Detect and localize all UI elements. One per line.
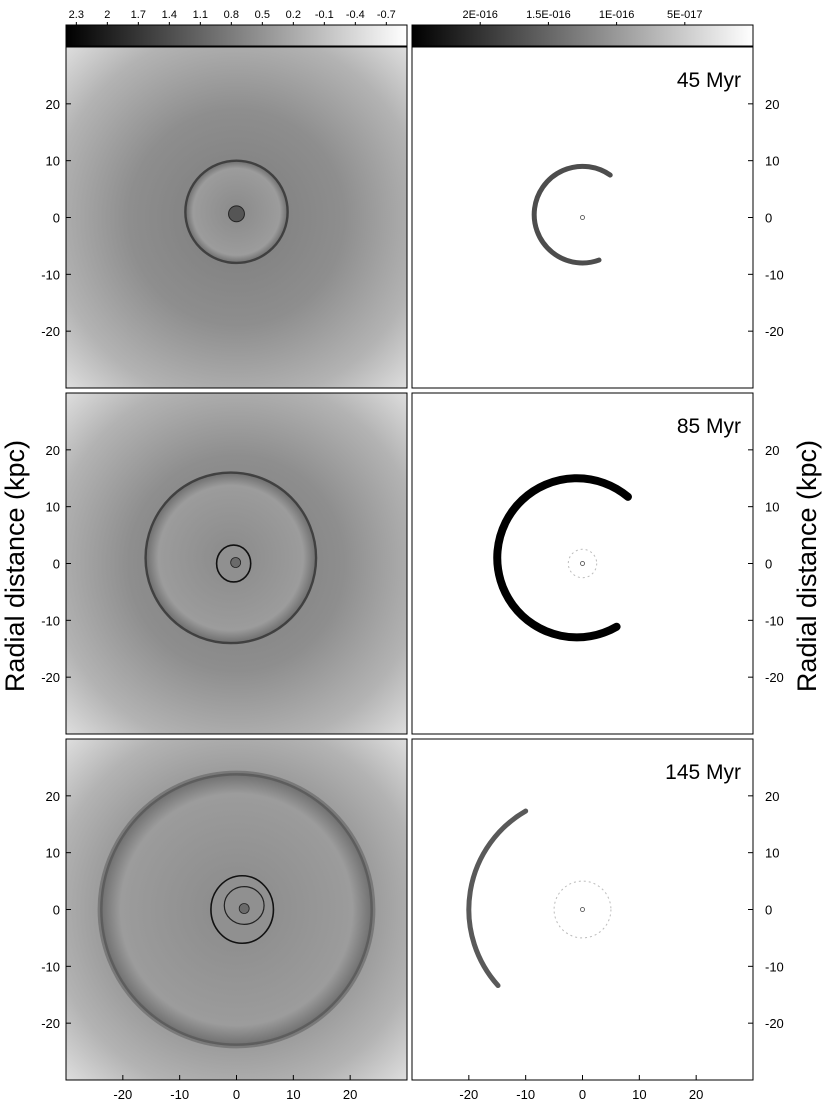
colorbar-tick-label: 2	[104, 9, 110, 21]
bubble-edge	[144, 471, 318, 645]
shell-arc	[493, 474, 632, 642]
y-tick-label-right: -20	[765, 324, 784, 339]
panel-right-0	[412, 47, 753, 388]
y-tick-label-left: 0	[53, 903, 60, 918]
x-tick-label: 10	[286, 1087, 300, 1102]
y-tick-label-right: 0	[765, 903, 772, 918]
y-tick-label-right: -10	[765, 959, 784, 974]
center-marker	[580, 561, 585, 566]
core	[238, 903, 250, 914]
x-tick-label: -10	[516, 1087, 535, 1102]
time-label: 85 Myr	[677, 415, 741, 438]
colorbar-left	[65, 24, 408, 47]
panel-left-0	[66, 47, 407, 388]
y-tick-label-right: 20	[765, 789, 779, 804]
colorbar-tick-label: 0.5	[255, 9, 270, 21]
inner-shell	[223, 886, 265, 925]
panel-grid: 45 Myr 85 Myr 145 Myr	[65, 46, 754, 1081]
left-axis-title: Radial distance (kpc)	[0, 440, 30, 692]
colorbar-tick-label: 1.1	[193, 9, 208, 21]
bubble-edge	[184, 159, 289, 265]
x-tick-label: 0	[233, 1087, 240, 1102]
y-tick-label-left: 10	[46, 500, 60, 515]
colorbar-tick-label: 0.8	[224, 9, 239, 21]
colorbar-tick-label: -0.4	[346, 9, 365, 21]
time-label: 45 Myr	[677, 69, 741, 92]
shell-arc	[531, 163, 613, 266]
y-tick-label-left: 10	[46, 154, 60, 169]
y-tick-label-right: 0	[765, 211, 772, 226]
y-tick-label-right: 0	[765, 557, 772, 572]
core	[228, 205, 245, 223]
time-label: 145 Myr	[665, 761, 741, 784]
y-tick-label-left: -20	[41, 324, 60, 339]
colorbar-tick-label: 2E-016	[462, 9, 497, 21]
panel-background	[412, 47, 753, 388]
y-tick-label-left: -20	[41, 670, 60, 685]
y-tick-label-left: -10	[41, 613, 60, 628]
colorbar-tick-label: 0.2	[286, 9, 301, 21]
y-tick-label-left: -20	[41, 1016, 60, 1031]
x-tick-label: 0	[579, 1087, 586, 1102]
x-tick-label: -20	[459, 1087, 478, 1102]
colorbar-tick-label: -0.7	[377, 9, 396, 21]
y-tick-label-right: -10	[765, 267, 784, 282]
y-tick-label-left: 20	[46, 789, 60, 804]
y-tick-label-left: 20	[46, 443, 60, 458]
colorbar-tick-label: 5E-017	[667, 9, 702, 21]
right-axis-title: Radial distance (kpc)	[792, 440, 822, 692]
y-tick-label-left: 10	[46, 846, 60, 861]
y-tick-label-left: 0	[53, 211, 60, 226]
core	[230, 557, 242, 568]
inner-ring	[553, 880, 612, 939]
x-tick-label: 20	[689, 1087, 703, 1102]
panel-right-1	[412, 393, 753, 734]
colorbar-tick-label: 1.4	[162, 9, 177, 21]
colorbar-right	[411, 24, 754, 47]
x-tick-label: 10	[632, 1087, 646, 1102]
y-tick-label-right: 20	[765, 443, 779, 458]
colorbar-tick-label: 1.7	[131, 9, 146, 21]
y-tick-label-left: -10	[41, 959, 60, 974]
inner-ring	[567, 548, 598, 579]
y-tick-label-right: 10	[765, 846, 779, 861]
center-marker	[580, 907, 585, 912]
axes: 20 20 10 10 0 0 -10 -10 -20 -20 20 20 10 10 0 0 -10 -10 -2…	[41, 97, 784, 1102]
y-tick-label-left: -10	[41, 267, 60, 282]
colorbar-tick-label: 1.5E-016	[526, 9, 571, 21]
y-tick-label-right: 20	[765, 97, 779, 112]
colorbar-tick-label: 1E-016	[599, 9, 634, 21]
center-marker	[580, 215, 585, 220]
y-tick-label-right: -10	[765, 613, 784, 628]
colorbar-tick-label: 2.3	[69, 9, 84, 21]
colorbars: 2.3 2 1.7 1.4 1.1 0.8 0.5 0.2 -0.1 -0.4 -0.7 2E-016…	[65, 9, 754, 47]
shell-arc	[466, 808, 529, 989]
y-tick-label-left: 0	[53, 557, 60, 572]
x-tick-label: -10	[170, 1087, 189, 1102]
panel-background	[412, 393, 753, 734]
colorbar-tick-label: -0.1	[315, 9, 334, 21]
x-tick-label: 20	[343, 1087, 357, 1102]
y-tick-label-right: 10	[765, 154, 779, 169]
y-tick-label-right: -20	[765, 1016, 784, 1031]
y-tick-label-right: 10	[765, 500, 779, 515]
y-tick-label-right: -20	[765, 670, 784, 685]
panel-background	[412, 739, 753, 1080]
panel-left-1	[66, 393, 407, 734]
panel-right-2	[412, 739, 753, 1080]
x-tick-label: -20	[113, 1087, 132, 1102]
y-tick-label-left: 20	[46, 97, 60, 112]
bubble-edge	[97, 770, 376, 1049]
panel-left-2	[66, 739, 407, 1080]
